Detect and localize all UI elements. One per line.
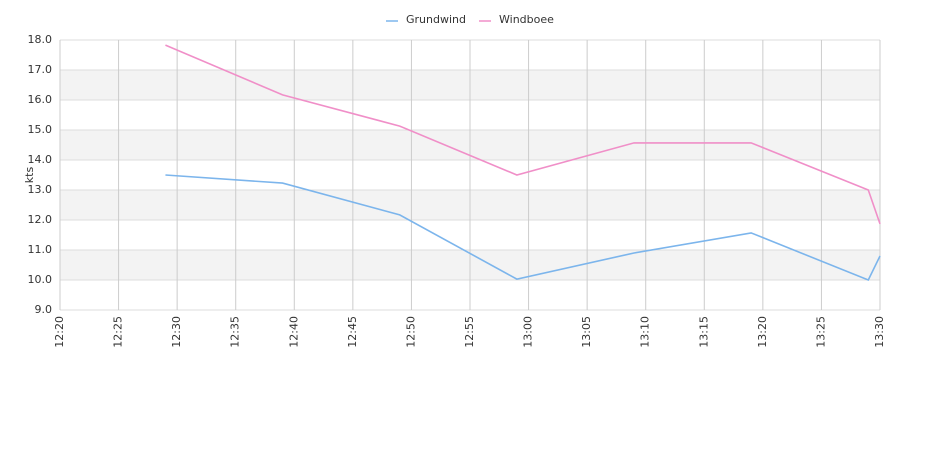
y-tick-label: 16.0 xyxy=(28,93,53,106)
legend-label: Windboee xyxy=(499,13,554,26)
x-tick-label: 12:25 xyxy=(112,316,125,348)
x-tick-label: 13:00 xyxy=(522,316,535,348)
y-axis-label: kts xyxy=(23,167,36,184)
x-tick-label: 12:40 xyxy=(287,316,300,348)
y-tick-label: 9.0 xyxy=(35,303,53,316)
x-tick-label: 13:10 xyxy=(639,316,652,348)
y-tick-label: 13.0 xyxy=(28,183,53,196)
x-tick-label: 12:50 xyxy=(404,316,417,348)
y-tick-label: 12.0 xyxy=(28,213,53,226)
x-tick-label: 13:15 xyxy=(697,316,710,348)
series-line xyxy=(165,44,881,225)
y-tick-label: 15.0 xyxy=(28,123,53,136)
y-tick-label: 18.0 xyxy=(28,33,53,46)
y-tick-label: 14.0 xyxy=(28,153,53,166)
legend-label: Grundwind xyxy=(406,13,466,26)
series-line xyxy=(165,174,881,282)
y-tick-label: 11.0 xyxy=(28,243,53,256)
x-tick-label: 13:20 xyxy=(756,316,769,348)
x-tick-label: 13:30 xyxy=(873,316,886,348)
x-tick-label: 12:45 xyxy=(346,316,359,348)
y-tick-label: 17.0 xyxy=(28,63,53,76)
y-tick-label: 10.0 xyxy=(28,273,53,286)
x-tick-label: 12:20 xyxy=(53,316,66,348)
x-tick-label: 13:05 xyxy=(580,316,593,348)
x-tick-label: 12:30 xyxy=(170,316,183,348)
x-tick-label: 12:55 xyxy=(463,316,476,348)
x-tick-label: 13:25 xyxy=(814,316,827,348)
x-tick-label: 12:35 xyxy=(229,316,242,348)
